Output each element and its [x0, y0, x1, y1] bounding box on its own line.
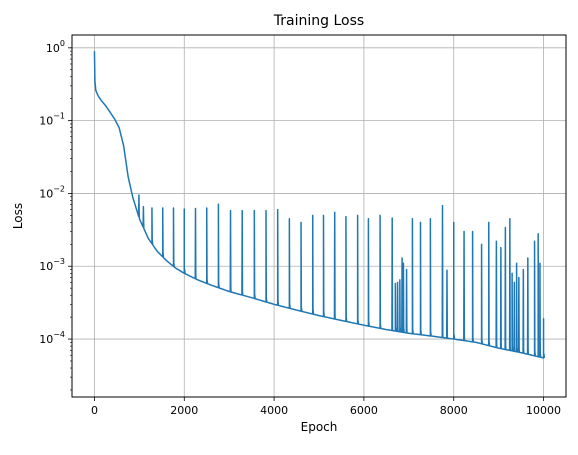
y-axis-label: Loss: [11, 203, 25, 229]
x-tick-label: 2000: [170, 404, 198, 417]
x-tick-label: 6000: [350, 404, 378, 417]
y-tick-label: 100: [46, 39, 65, 55]
y-tick-label: 10−2: [39, 184, 65, 200]
x-tick-label: 8000: [440, 404, 468, 417]
x-tick-label: 4000: [260, 404, 288, 417]
y-tick-label: 10−4: [39, 330, 65, 346]
grid-lines: [72, 35, 566, 397]
y-tick-label: 10−3: [39, 257, 65, 273]
x-tick-label: 0: [91, 404, 98, 417]
x-axis-label: Epoch: [301, 420, 338, 434]
x-ticks: 0 2000 4000 6000 8000 10000: [91, 397, 561, 417]
x-tick-label: 10000: [526, 404, 561, 417]
loss-series-line: [93, 51, 546, 359]
loss-line-layer: [93, 51, 546, 359]
plot-frame: [71, 34, 567, 398]
y-tick-label: 10−1: [39, 112, 65, 128]
chart-title: Training Loss: [273, 13, 364, 29]
y-ticks: 10−4 10−3 10−2 10−1 100: [39, 39, 72, 391]
